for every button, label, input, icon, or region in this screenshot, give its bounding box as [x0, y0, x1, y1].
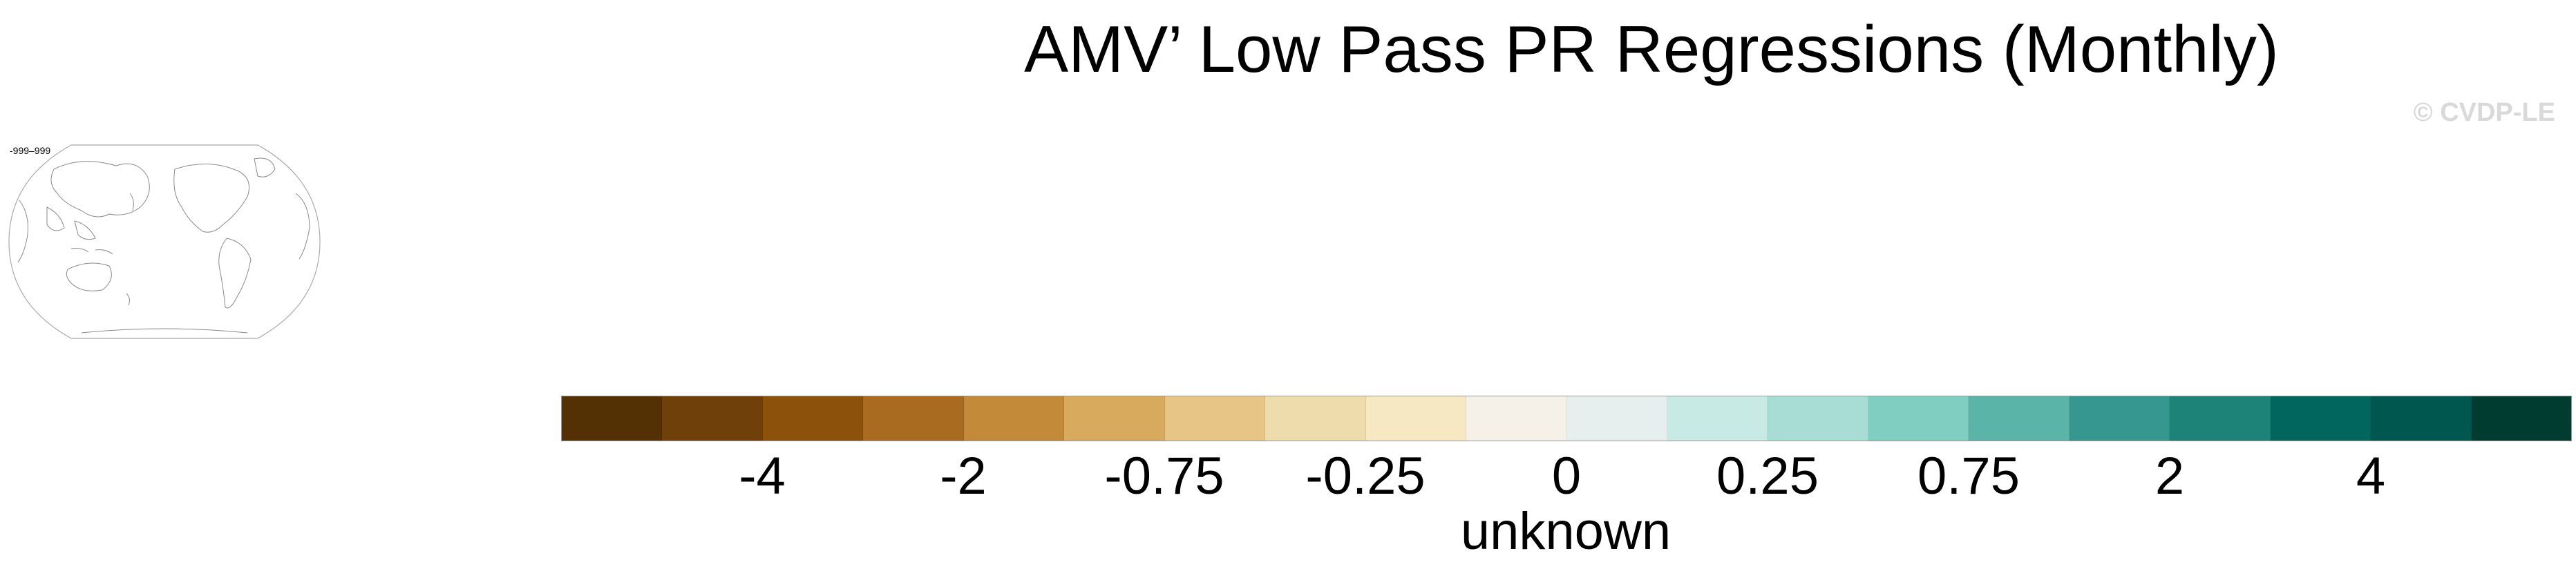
colorbar-tick-label: -4 [739, 447, 786, 505]
colorbar-tick-label: 0.75 [1917, 447, 2020, 505]
colorbar-cell [2270, 396, 2371, 441]
colorbar-tick-label: -0.75 [1104, 447, 1224, 505]
colorbar-tick-label: -2 [940, 447, 987, 505]
colorbar-cell [1164, 396, 1266, 441]
colorbar-tick-label: 2 [2154, 447, 2185, 505]
colorbar-cell [1466, 396, 1567, 441]
colorbar-cell [1566, 396, 1667, 441]
world-map-panel [6, 138, 323, 345]
colorbar-cell [1969, 396, 2070, 441]
colorbar-tick-label: 0.25 [1716, 447, 1819, 505]
colorbar-cell [1064, 396, 1165, 441]
colorbar-tick-label: -0.25 [1305, 447, 1426, 505]
colorbar-cell [1265, 396, 1366, 441]
colorbar-cell [562, 396, 663, 441]
colorbar-cell [2471, 396, 2572, 441]
colorbar-cell [1768, 396, 1868, 441]
colorbar-cell [2069, 396, 2170, 441]
colorbar-cell [863, 396, 964, 441]
colorbar [561, 396, 2572, 441]
colorbar-cell [762, 396, 864, 441]
colorbar-cell [1365, 396, 1467, 441]
colorbar-cell [1868, 396, 1969, 441]
colorbar-tick-label: 4 [2356, 447, 2386, 505]
colorbar-cell [1667, 396, 1768, 441]
colorbar-tick-label: 0 [1551, 447, 1582, 505]
world-map-outline [8, 144, 321, 339]
figure-title: AMV’ Low Pass PR Regressions (Monthly) [1024, 12, 2279, 86]
map-range-label: -999–999 [10, 145, 51, 156]
credit-watermark: © CVDP-LE [2413, 98, 2555, 127]
colorbar-cell [2371, 396, 2472, 441]
colorbar-cell [662, 396, 763, 441]
colorbar-units-label: unknown [1460, 502, 1671, 561]
colorbar-cell [963, 396, 1065, 441]
colorbar-cell [2170, 396, 2271, 441]
